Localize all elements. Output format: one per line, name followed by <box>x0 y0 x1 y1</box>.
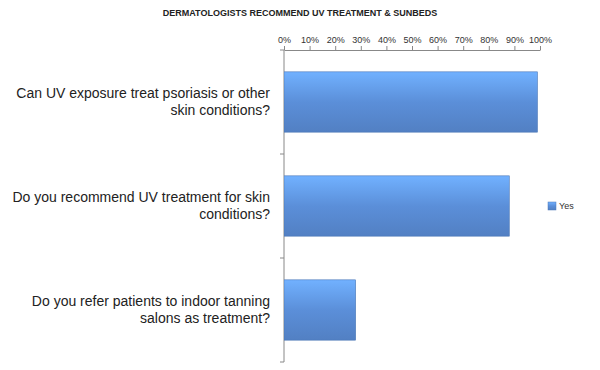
x-tick-label: 80% <box>480 35 498 45</box>
x-tick: 80% <box>480 35 498 50</box>
x-tick: 90% <box>506 35 524 50</box>
bars <box>284 72 537 340</box>
x-tick: 10% <box>301 35 319 50</box>
x-tick-label: 90% <box>506 35 524 45</box>
x-tick: 50% <box>403 35 421 50</box>
x-tick-mark <box>489 46 490 50</box>
chart: DERMATOLOGISTS RECOMMEND UV TREATMENT & … <box>0 0 600 370</box>
x-tick: 100% <box>529 35 552 50</box>
category-separator <box>280 258 284 259</box>
legend-swatch <box>548 202 556 210</box>
x-tick: 30% <box>352 35 370 50</box>
x-tick: 60% <box>429 35 447 50</box>
x-tick-mark <box>284 46 285 50</box>
chart-title: DERMATOLOGISTS RECOMMEND UV TREATMENT & … <box>163 8 438 18</box>
x-tick-mark <box>361 46 362 50</box>
x-tick-label: 70% <box>455 35 473 45</box>
x-tick: 20% <box>327 35 345 50</box>
y-axis <box>280 50 284 362</box>
category-separator <box>280 154 284 155</box>
category-label: Do you refer patients to indoor tannings… <box>32 293 270 326</box>
x-tick-mark <box>514 46 515 50</box>
category-label: Can UV exposure treat psoriasis or other… <box>16 85 270 118</box>
x-tick-label: 40% <box>378 35 396 45</box>
x-tick: 70% <box>455 35 473 50</box>
x-axis: 0% 10% 20% 30% 40% 50% 60% 70% 80% 90% 100% <box>278 35 552 51</box>
x-tick: 40% <box>378 35 396 50</box>
bar <box>284 72 537 132</box>
x-tick-mark <box>463 46 464 50</box>
x-tick-label: 60% <box>429 35 447 45</box>
x-tick-mark <box>310 46 311 50</box>
x-tick-label: 30% <box>352 35 370 45</box>
bar <box>284 280 356 340</box>
legend: Yes <box>548 201 574 211</box>
x-tick-label: 50% <box>403 35 421 45</box>
x-tick-mark <box>412 46 413 50</box>
x-tick: 0% <box>278 35 291 50</box>
x-tick-label: 0% <box>278 35 291 45</box>
x-tick-mark <box>386 46 387 50</box>
category-label: Do you recommend UV treatment for skinco… <box>12 189 270 222</box>
x-tick-mark <box>540 46 541 50</box>
x-tick-mark <box>335 46 336 50</box>
x-tick-label: 100% <box>529 35 552 45</box>
x-tick-label: 10% <box>301 35 319 45</box>
x-tick-mark <box>438 46 439 50</box>
legend-label: Yes <box>559 201 574 211</box>
x-tick-label: 20% <box>327 35 345 45</box>
category-separator <box>280 50 284 51</box>
category-separator <box>280 362 284 363</box>
bar <box>284 176 509 236</box>
x-axis-line <box>285 50 541 51</box>
